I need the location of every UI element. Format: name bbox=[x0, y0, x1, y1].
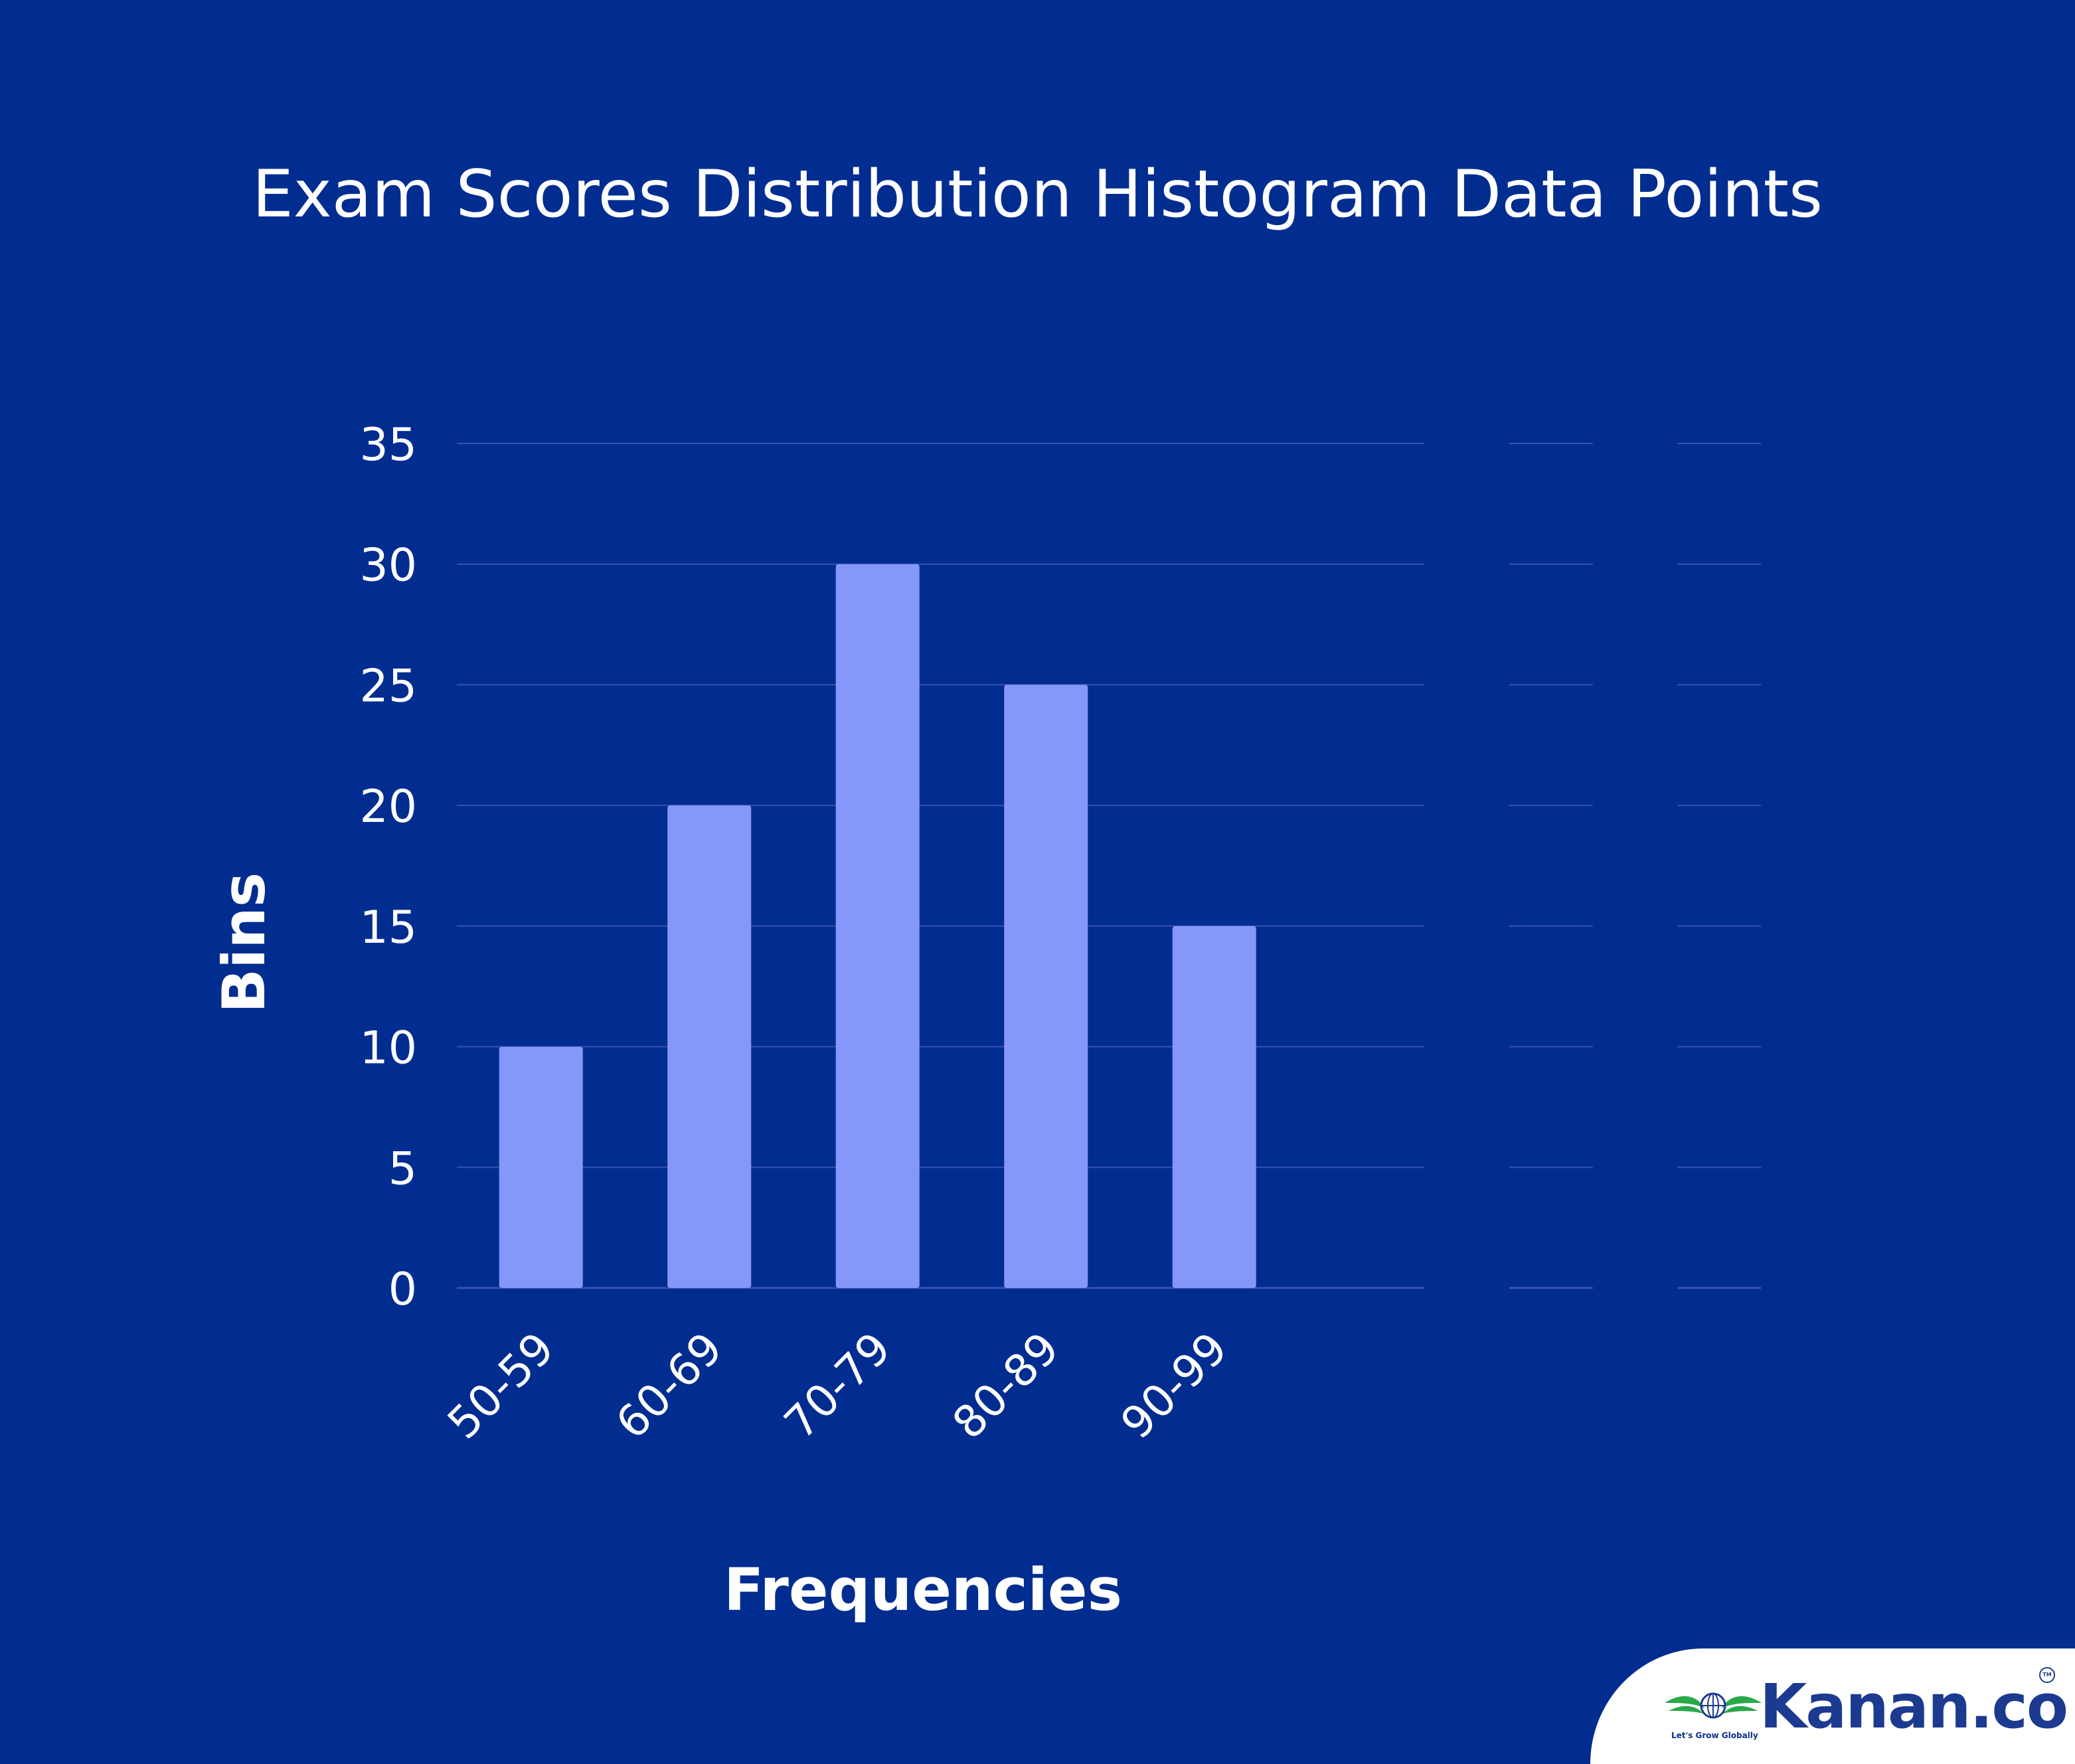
y-tick-label: 35 bbox=[359, 419, 417, 471]
x-tick-label: 60-69 bbox=[606, 1323, 732, 1449]
x-axis-label: Frequencies bbox=[724, 1556, 1122, 1624]
bars bbox=[499, 437, 1846, 1295]
y-tick-label: 0 bbox=[388, 1263, 417, 1316]
globe-wings-logo-icon bbox=[1665, 1692, 1762, 1719]
empty-bin-gap bbox=[1761, 437, 1846, 1295]
x-tick-labels: 50-59 60-69 70-79 80-89 90-99 bbox=[438, 1323, 1237, 1449]
empty-bin-gap bbox=[1592, 437, 1678, 1295]
x-tick-label: 50-59 bbox=[438, 1323, 564, 1449]
bar bbox=[1172, 925, 1256, 1288]
bar bbox=[667, 805, 752, 1288]
y-tick-label: 25 bbox=[359, 660, 417, 712]
y-tick-label: 5 bbox=[388, 1143, 417, 1195]
brand-background bbox=[1590, 1648, 2075, 1764]
y-axis-label: Bins bbox=[210, 872, 278, 1013]
brand-badge: Let's Grow Globally Kanan.co TM bbox=[1590, 1648, 2075, 1764]
y-tick-label: 15 bbox=[359, 902, 417, 954]
x-tick-label: 90-99 bbox=[1111, 1323, 1237, 1449]
bar bbox=[499, 1046, 583, 1288]
y-tick-label: 30 bbox=[359, 540, 417, 592]
bar bbox=[1004, 684, 1088, 1288]
brand-name: Kanan.co bbox=[1760, 1671, 2068, 1742]
x-tick-label: 70-79 bbox=[774, 1323, 900, 1449]
brand-tagline: Let's Grow Globally bbox=[1671, 1731, 1758, 1740]
x-tick-label: 80-89 bbox=[943, 1323, 1069, 1449]
chart-title: Exam Scores Distribution Histogram Data … bbox=[252, 157, 1823, 232]
bar bbox=[835, 564, 920, 1288]
y-tick-label: 20 bbox=[359, 781, 417, 833]
trademark-icon: TM bbox=[2039, 1667, 2055, 1683]
y-tick-label: 10 bbox=[359, 1022, 417, 1075]
y-tick-labels: 0 5 10 15 20 25 30 35 bbox=[359, 419, 417, 1316]
empty-bin-gap bbox=[1424, 437, 1509, 1295]
